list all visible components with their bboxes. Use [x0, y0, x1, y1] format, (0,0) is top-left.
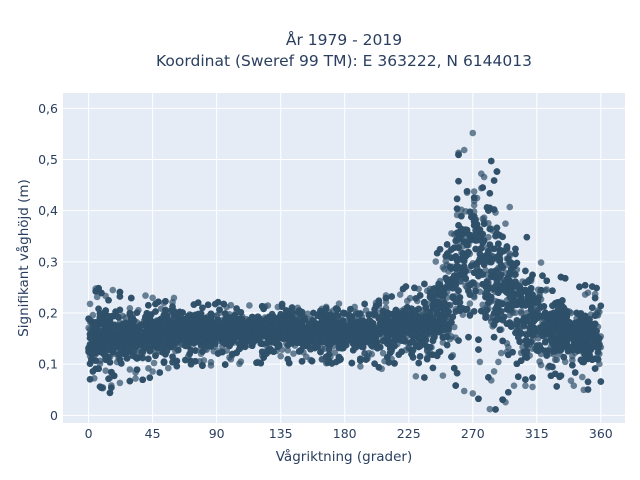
- data-point: [579, 373, 586, 381]
- data-point: [505, 343, 512, 351]
- data-point: [490, 368, 498, 375]
- data-point: [502, 220, 509, 227]
- plot-area: [63, 93, 625, 423]
- data-point: [200, 357, 208, 364]
- data-point: [93, 293, 101, 301]
- data-point: [132, 375, 139, 382]
- data-point: [277, 352, 284, 360]
- data-point: [442, 257, 450, 265]
- data-point: [460, 387, 468, 395]
- data-point: [567, 377, 575, 385]
- data-point: [536, 358, 543, 365]
- data-point: [479, 215, 487, 223]
- data-point: [331, 349, 339, 356]
- data-point: [357, 363, 364, 370]
- data-point: [439, 264, 447, 271]
- data-point: [517, 309, 525, 317]
- data-point: [569, 352, 576, 360]
- data-point: [150, 359, 158, 367]
- data-point: [379, 349, 387, 357]
- data-point: [537, 259, 545, 266]
- data-point: [142, 292, 149, 299]
- data-point: [406, 294, 414, 302]
- data-point: [284, 347, 292, 354]
- data-point: [497, 349, 505, 357]
- data-point: [109, 286, 117, 294]
- data-points: [85, 129, 605, 413]
- data-point: [207, 358, 215, 366]
- data-point: [480, 173, 488, 181]
- chart-title: År 1979 - 2019 Koordinat (Sweref 99 TM):…: [156, 30, 532, 70]
- data-point: [432, 258, 440, 265]
- data-point: [102, 367, 109, 374]
- data-point: [522, 382, 529, 390]
- data-point: [304, 310, 312, 318]
- data-point: [246, 302, 253, 309]
- data-point: [86, 300, 94, 308]
- data-point: [460, 146, 468, 154]
- data-point: [510, 382, 518, 389]
- data-point: [479, 301, 487, 309]
- data-point: [164, 364, 172, 372]
- data-point: [584, 289, 592, 296]
- data-point: [486, 405, 494, 413]
- data-point: [126, 305, 134, 312]
- data-point: [495, 358, 502, 366]
- data-point: [439, 372, 447, 379]
- data-point: [543, 286, 551, 293]
- data-point: [476, 358, 484, 366]
- data-point: [470, 188, 478, 195]
- data-point: [396, 291, 404, 298]
- data-point: [290, 350, 297, 357]
- chart-title-line-1: År 1979 - 2019: [286, 30, 402, 49]
- data-point: [227, 355, 235, 363]
- data-point: [227, 301, 235, 309]
- data-point: [149, 368, 156, 375]
- data-point: [126, 366, 134, 373]
- data-point: [335, 300, 343, 307]
- data-point: [470, 201, 478, 209]
- data-point: [553, 356, 561, 364]
- data-point: [469, 129, 477, 137]
- chart-title-line-2: Koordinat (Sweref 99 TM): E 363222, N 61…: [156, 52, 532, 70]
- data-point: [237, 358, 245, 365]
- data-point: [469, 390, 477, 397]
- data-point: [570, 382, 578, 390]
- data-point: [466, 300, 474, 307]
- data-point: [529, 383, 536, 391]
- data-point: [596, 308, 603, 316]
- data-point: [506, 203, 514, 211]
- data-point: [149, 294, 156, 302]
- data-point: [116, 379, 124, 387]
- data-point: [412, 373, 420, 380]
